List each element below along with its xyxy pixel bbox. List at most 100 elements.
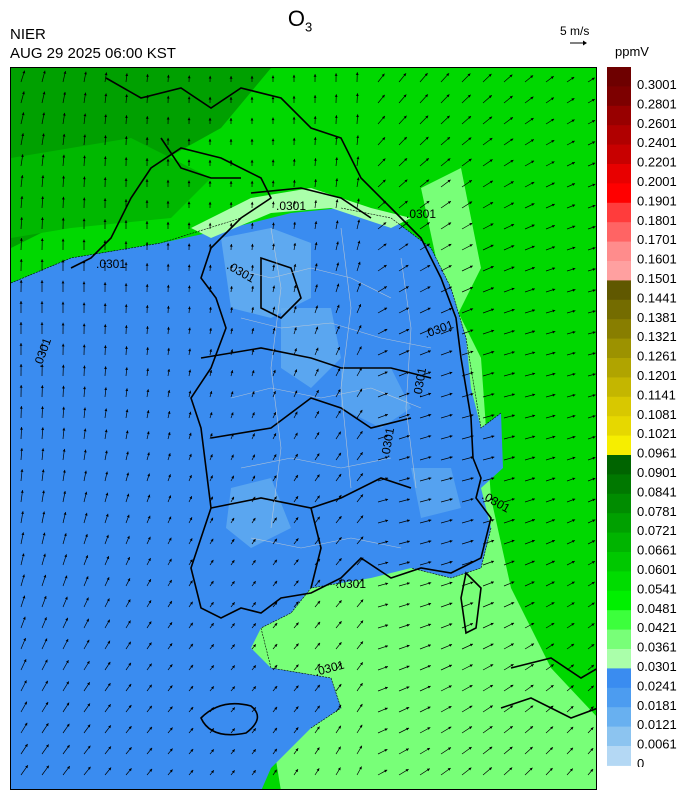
wind-vector-head (231, 581, 235, 585)
wind-vector-head (381, 94, 385, 98)
wind-vector-head (146, 326, 149, 329)
wind-vector-head (295, 685, 299, 689)
wind-vector-head (403, 73, 407, 77)
wind-vector-head (210, 454, 213, 458)
colorbar-label: 0.0421 (637, 620, 677, 635)
wind-vector-head (189, 517, 193, 521)
wind-vector-head (469, 705, 473, 709)
wind-vector-head (211, 749, 214, 753)
wind-vector-head (145, 263, 149, 266)
wind-vector-head (449, 456, 453, 459)
wind-vector-head (83, 113, 87, 117)
wind-vector-head (428, 582, 432, 585)
wind-vector-head (511, 435, 515, 439)
wind-vector-head (292, 137, 296, 141)
wind-vector-head (42, 91, 46, 95)
wind-vector-head (104, 114, 108, 118)
wind-vector-head (335, 178, 339, 182)
colorbar-swatch (607, 532, 631, 553)
wind-vector-head (187, 180, 191, 184)
wind-vector-head (449, 498, 453, 501)
wind-vector-head (294, 327, 297, 331)
wind-vector-head (530, 705, 534, 709)
wind-vector-head (428, 456, 432, 459)
wind-vector-head (316, 768, 320, 772)
wind-vector-head (86, 618, 89, 622)
colorbar-label: 0.0901 (637, 465, 677, 480)
wind-vector-head (25, 765, 28, 769)
wind-vector-head (125, 73, 129, 77)
wind-vector-head (427, 307, 431, 311)
wind-vector-head (82, 344, 86, 348)
colorbar-label: 0.0541 (637, 581, 677, 596)
wind-vector-head (107, 619, 110, 623)
wind-vector-head (273, 412, 276, 416)
wind-vector-head (20, 448, 24, 451)
colorbar-swatch (607, 493, 631, 514)
wind-vector-head (41, 154, 45, 158)
wind-vector-head (428, 392, 432, 396)
wind-vector-head (316, 411, 319, 415)
wind-vector-head (491, 329, 495, 333)
wind-vector-head (24, 680, 27, 684)
wind-vector-head (317, 600, 321, 604)
wind-vector-head (232, 749, 235, 753)
wind-vector-head (489, 159, 493, 163)
wind-vector-head (313, 116, 317, 119)
wind-vector-head (491, 456, 495, 459)
wind-vector-head (359, 346, 362, 350)
wind-vector-head (66, 745, 70, 748)
wind-vector-head (273, 433, 277, 437)
wind-vector-head (552, 435, 556, 439)
wind-vector-head (404, 179, 408, 183)
wind-vector-head (317, 537, 320, 541)
wind-vector-head (104, 135, 107, 139)
wind-vector-head (41, 448, 45, 452)
wind-vector-head (40, 322, 44, 325)
wind-vector-head (293, 264, 297, 267)
wind-vector-head (592, 456, 596, 460)
wind-vector-head (572, 540, 575, 543)
wind-vector-head (187, 159, 191, 163)
wind-vector-head (448, 726, 452, 730)
wind-vector-head (404, 158, 408, 162)
wind-vector-head (427, 329, 431, 332)
wind-vector-head (551, 602, 555, 605)
wind-vector-head (427, 706, 431, 710)
wind-vector-head (149, 768, 153, 772)
wind-vector-head (572, 183, 575, 186)
map-panel[interactable]: .0301 .0301 .0301 .0301 .0301 .0301 .030… (10, 67, 597, 790)
wind-vector-head (425, 115, 429, 119)
wind-vector-head (187, 75, 191, 79)
wind-vector-head (125, 346, 128, 349)
wind-vector-head (592, 141, 596, 144)
wind-vector-head (22, 70, 26, 74)
wind-vector-head (272, 348, 276, 352)
wind-vector-head (43, 553, 46, 557)
wind-vector-head (510, 138, 514, 142)
wind-vector-head (550, 705, 554, 709)
colorbar-label: 0.0121 (637, 717, 677, 732)
wind-vector-head (530, 684, 534, 688)
wind-vector-head (406, 582, 410, 585)
wind-vector-head (359, 367, 362, 371)
wind-vector-head (404, 200, 408, 204)
wind-vector-head (360, 494, 363, 498)
wind-vector-head (572, 331, 576, 334)
wind-vector-head (592, 310, 596, 313)
wind-vector-head (250, 180, 254, 184)
wind-vector-head (272, 243, 275, 247)
wind-vector-head (40, 343, 44, 346)
wind-vector-head (532, 288, 535, 291)
wind-vector-head (188, 369, 192, 373)
wind-vector-head (273, 391, 276, 394)
wind-vector-head (295, 559, 299, 563)
wind-vector-head (169, 685, 173, 689)
wind-vector-head (338, 642, 342, 646)
colorbar-swatch (607, 144, 631, 165)
colorbar-swatch (607, 125, 631, 146)
wind-vector-head (510, 117, 513, 120)
wind-vector-head (188, 411, 192, 415)
wind-vector-head (592, 415, 596, 418)
wind-vector-head (230, 370, 234, 374)
